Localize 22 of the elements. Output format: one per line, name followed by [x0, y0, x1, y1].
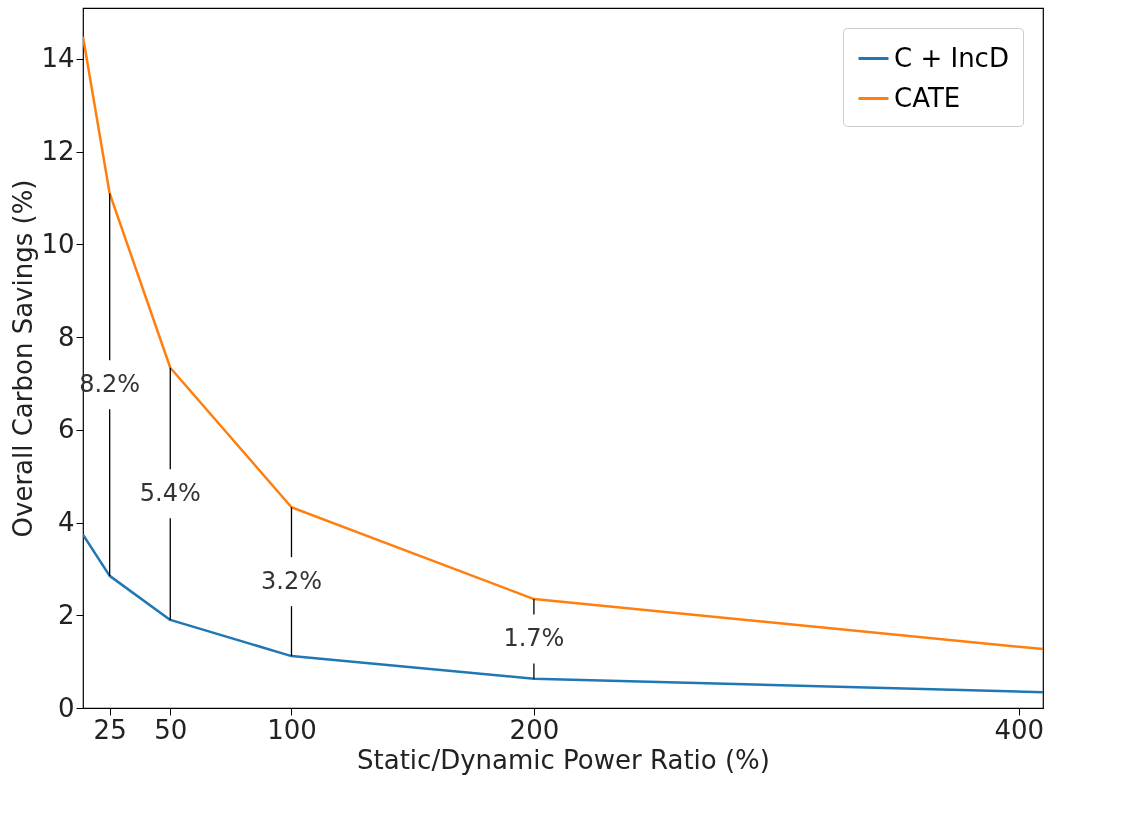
line-series: [83, 35, 1043, 651]
y-tick-label: 0: [57, 692, 75, 723]
x-axis-title: Static/Dynamic Power Ratio (%): [357, 744, 770, 775]
x-tick-label: 25: [93, 714, 127, 745]
x-tick-label: 200: [509, 714, 560, 745]
y-tick-label: 12: [41, 136, 75, 167]
legend-label: C + IncD: [894, 42, 1009, 73]
y-tick-label: 2: [57, 599, 75, 630]
x-tick-label: 400: [994, 714, 1045, 745]
y-tick-label: 4: [57, 507, 75, 538]
line-series: [83, 533, 1043, 694]
y-tick-label: 8: [57, 321, 75, 352]
annotation: 5.4%: [139, 478, 201, 507]
x-tick-label: 50: [154, 714, 188, 745]
y-tick-label: 6: [57, 414, 75, 445]
y-tick-label: 10: [41, 228, 75, 259]
annotation: 1.7%: [503, 623, 565, 652]
y-axis-title: Overall Carbon Savings (%): [8, 179, 39, 538]
annotation: 3.2%: [260, 566, 322, 595]
y-tick-label: 14: [41, 43, 75, 74]
x-tick-label: 100: [267, 714, 317, 745]
legend-label: CATE: [894, 82, 961, 113]
